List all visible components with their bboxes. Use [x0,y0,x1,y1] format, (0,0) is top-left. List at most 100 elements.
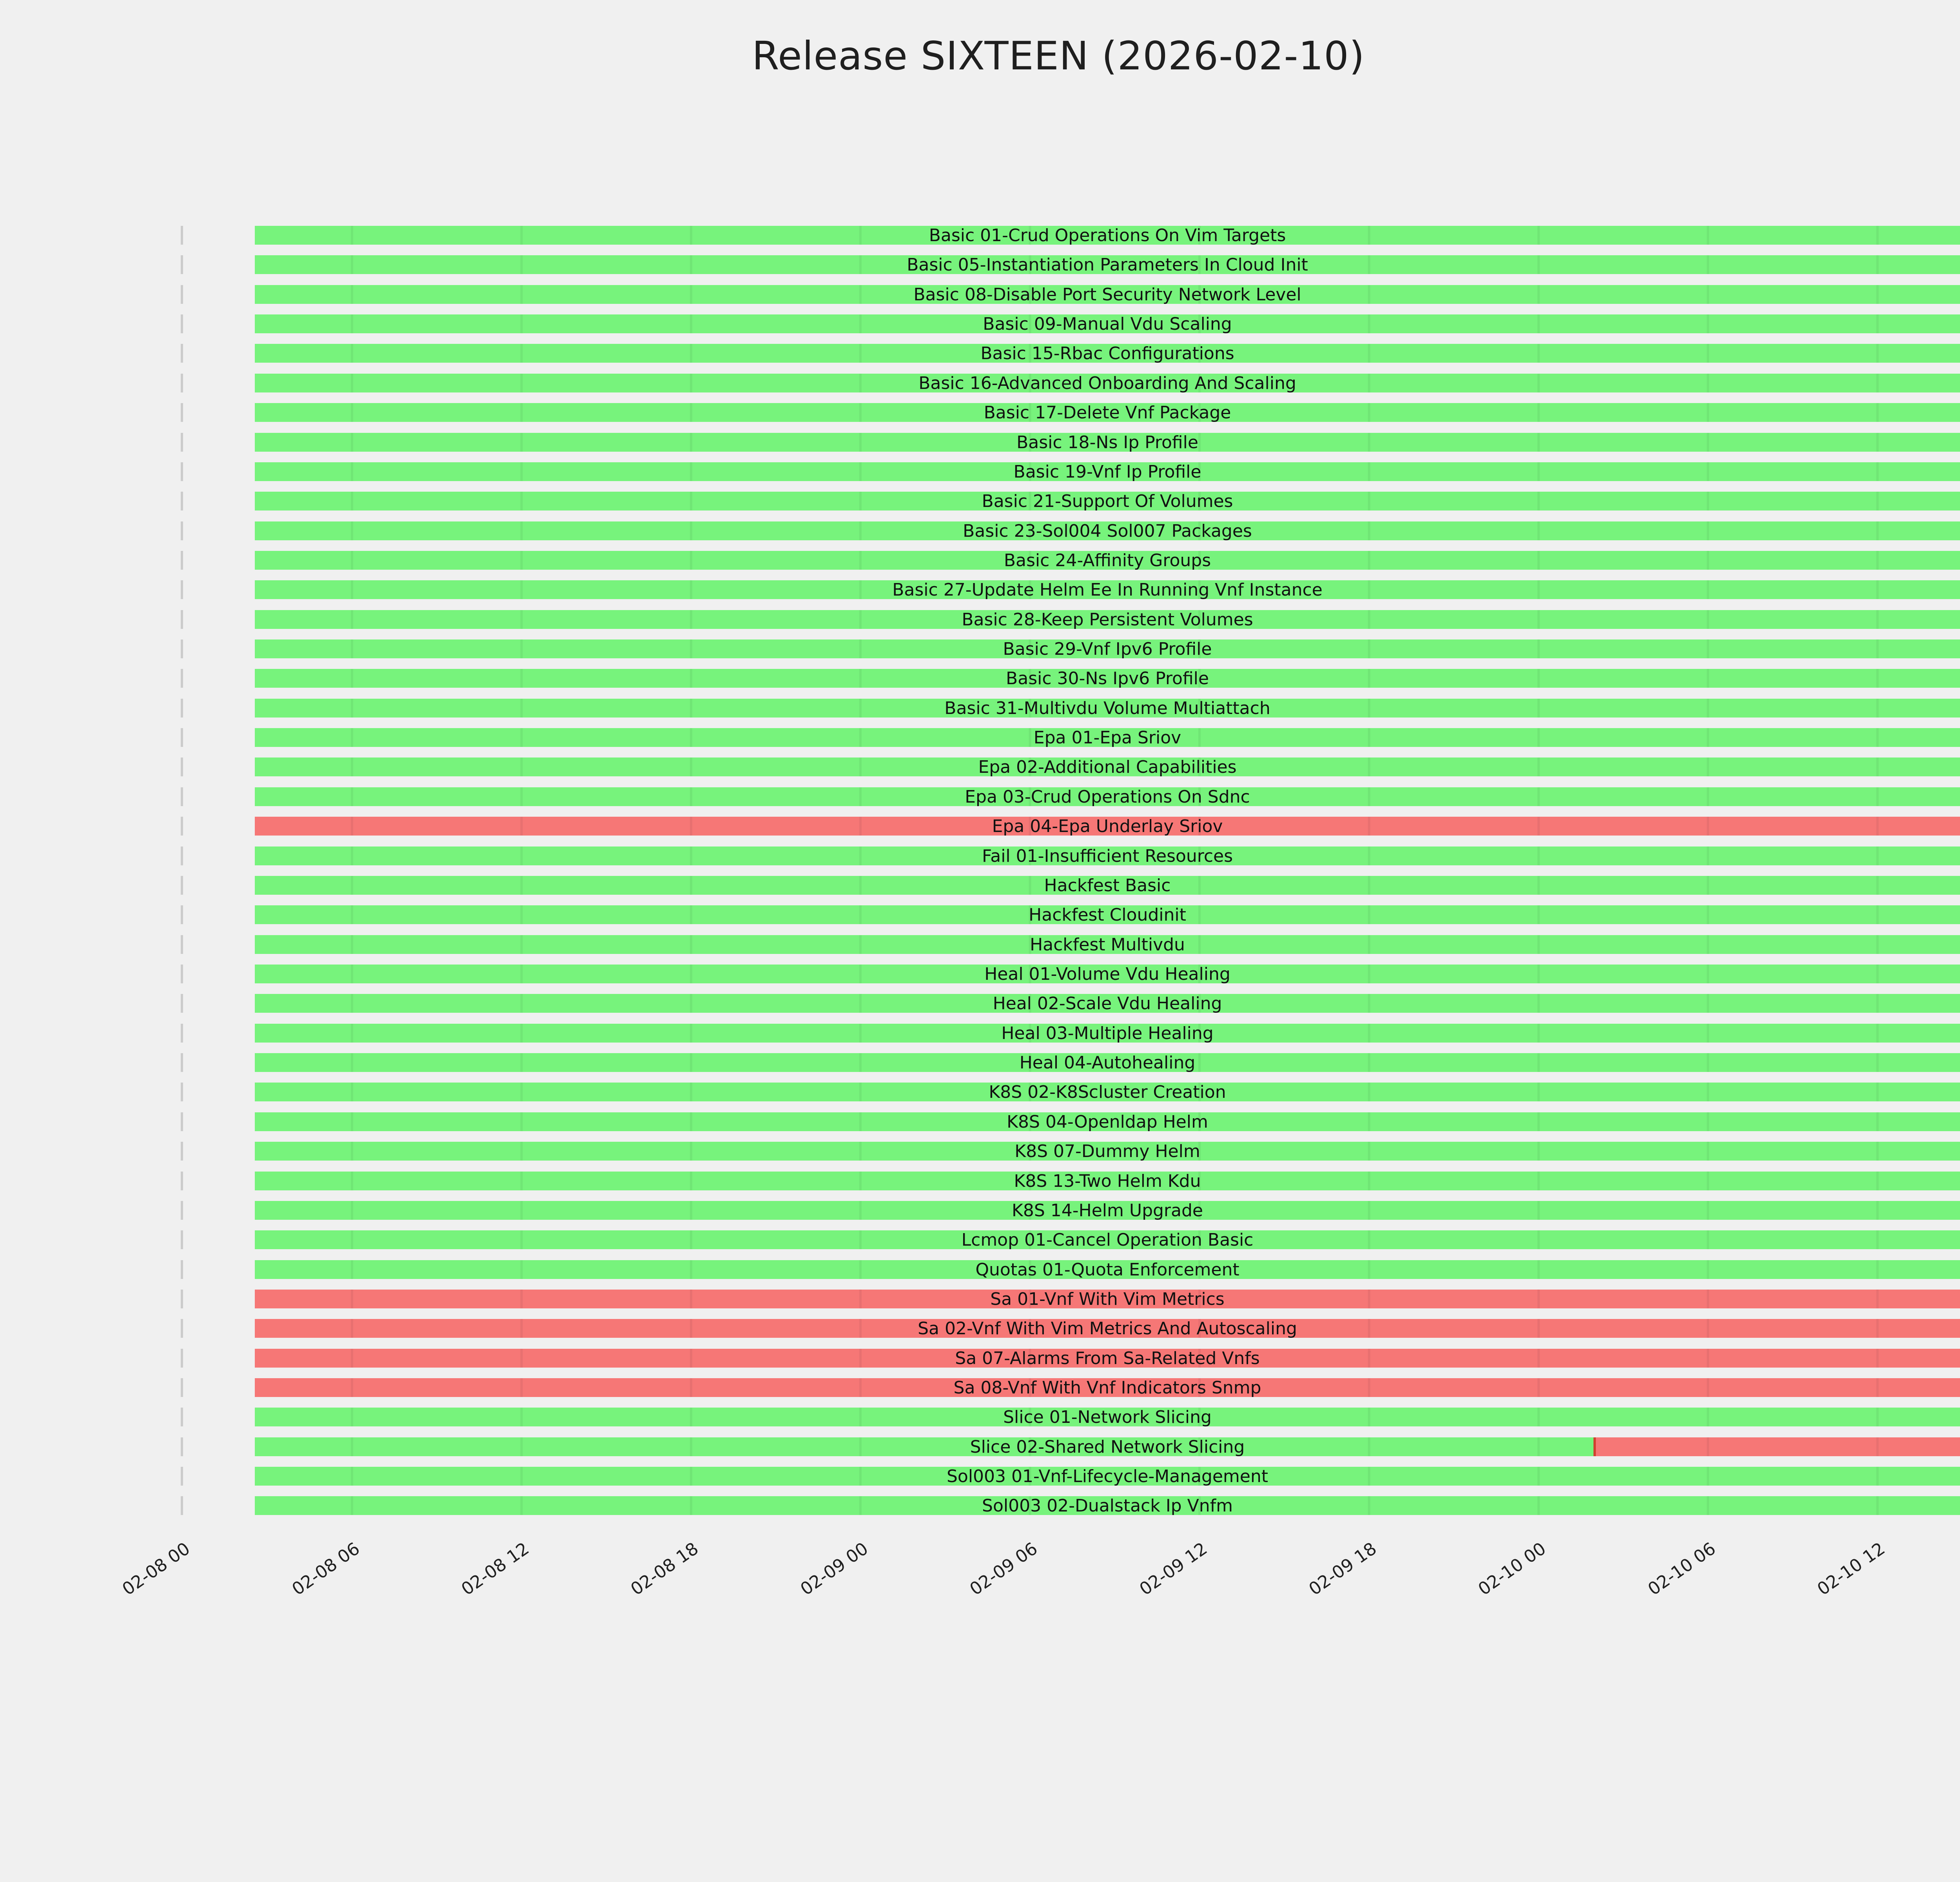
gantt-row: Epa 01-Epa Sriov [0,728,1960,748]
axis-dash-tick [181,698,183,718]
bar-segment-fail [1593,1437,1960,1456]
gantt-row: Heal 03-Multiple Healing [0,1023,1960,1043]
axis-dash-tick [181,1260,183,1279]
axis-dash-tick [181,1408,183,1427]
axis-dash-tick [181,758,183,777]
row-label: Basic 30-Ns Ipv6 Profile [1006,669,1209,689]
bar-segment-pass [255,432,1960,452]
row-label: Epa 04-Epa Underlay Sriov [992,816,1223,837]
bar-track [255,403,1960,422]
bar-track [255,580,1960,599]
bar-track [255,1053,1960,1072]
axis-dash-tick [181,550,183,570]
bar-track [255,1171,1960,1190]
bar-track [255,550,1960,570]
bar-track [255,314,1960,334]
bar-segment-pass [255,905,1960,925]
row-label: Heal 04-Autohealing [1019,1053,1196,1073]
axis-dash-tick [181,846,183,865]
gantt-row: Basic 24-Affinity Groups [0,550,1960,570]
row-label: Basic 05-Instantiation Parameters In Clo… [907,255,1308,275]
gantt-row: Sol003 02-Dualstack Ip Vnfm [0,1496,1960,1516]
bar-segment-pass [255,403,1960,422]
bar-track [255,905,1960,925]
bar-track [255,1083,1960,1102]
bar-track [255,698,1960,718]
bar-track [255,1378,1960,1397]
bar-segment-pass [255,285,1960,304]
bar-segment-pass [255,610,1960,629]
axis-dash-tick [181,1230,183,1250]
bar-track [255,728,1960,747]
row-label: K8S 13-Two Helm Kdu [1014,1171,1201,1191]
x-tick-label: 02-09 06 [966,1539,1042,1600]
bar-segment-fail [255,817,1960,836]
row-label: K8S 14-Helm Upgrade [1012,1200,1203,1221]
bar-segment-pass [255,698,1960,718]
x-tick-label: 02-10 12 [1813,1539,1889,1600]
gantt-row: Slice 02-Shared Network Slicing [0,1437,1960,1457]
bar-track [255,344,1960,363]
bar-track [255,462,1960,481]
bar-segment-pass [255,550,1960,570]
gantt-row: Sa 01-Vnf With Vim Metrics [0,1289,1960,1309]
bar-segment-pass [255,787,1960,806]
gantt-row: Sa 08-Vnf With Vnf Indicators Snmp [0,1378,1960,1398]
axis-dash-tick [181,935,183,954]
axis-dash-tick [181,1171,183,1190]
bar-segment-pass [255,639,1960,659]
row-label: Sol003 01-Vnf-Lifecycle-Management [946,1466,1268,1487]
axis-dash-tick [181,521,183,540]
bar-segment-pass [255,1230,1960,1250]
gantt-row: Basic 18-Ns Ip Profile [0,432,1960,452]
bar-track [255,1260,1960,1279]
gantt-row: Basic 29-Vnf Ipv6 Profile [0,639,1960,659]
x-tick-label: 02-08 18 [627,1539,702,1600]
axis-dash-tick [181,639,183,659]
axis-dash-tick [181,1053,183,1072]
bar-track [255,1348,1960,1368]
axis-dash-tick [181,492,183,511]
bar-segment-pass [255,1142,1960,1161]
bar-segment-pass [255,255,1960,274]
bar-segment-pass [255,1053,1960,1072]
x-tick-label: 02-09 00 [797,1539,872,1600]
x-tick-label: 02-08 00 [118,1539,194,1600]
row-label: Basic 23-Sol004 Sol007 Packages [963,521,1252,541]
row-label: Quotas 01-Quota Enforcement [975,1259,1240,1280]
bar-segment-pass [255,1171,1960,1190]
bar-track [255,521,1960,540]
bar-segment-pass [255,344,1960,363]
bar-segment-pass [255,876,1960,895]
row-label: Basic 31-Multivdu Volume Multiattach [944,698,1270,718]
x-tick-label: 02-09 12 [1136,1539,1211,1600]
row-label: Hackfest Cloudinit [1029,905,1186,925]
axis-dash-tick [181,1289,183,1308]
bar-segment-pass [255,965,1960,983]
row-label: K8S 07-Dummy Helm [1014,1141,1200,1162]
bar-segment-pass [255,373,1960,392]
bar-segment-pass [255,462,1960,481]
axis-dash-tick [181,994,183,1013]
gantt-row: K8S 07-Dummy Helm [0,1142,1960,1161]
bar-segment-pass [255,1408,1960,1427]
gantt-row: Hackfest Multivdu [0,935,1960,954]
bar-track [255,935,1960,954]
bar-segment-pass [255,846,1960,865]
axis-dash-tick [181,669,183,688]
axis-dash-tick [181,817,183,836]
gantt-row: Lcmop 01-Cancel Operation Basic [0,1230,1960,1250]
row-label: Basic 16-Advanced Onboarding And Scaling [918,373,1296,393]
gantt-row: Basic 08-Disable Port Security Network L… [0,285,1960,304]
axis-dash-tick [181,344,183,363]
bar-track [255,285,1960,304]
bar-track [255,994,1960,1013]
gantt-row: Heal 04-Autohealing [0,1053,1960,1073]
x-tick-label: 02-10 06 [1644,1539,1719,1600]
axis-dash-tick [181,1467,183,1486]
gantt-row: Basic 15-Rbac Configurations [0,344,1960,363]
bar-track [255,965,1960,983]
row-label: Basic 15-Rbac Configurations [980,343,1234,364]
gantt-row: Hackfest Basic [0,876,1960,895]
